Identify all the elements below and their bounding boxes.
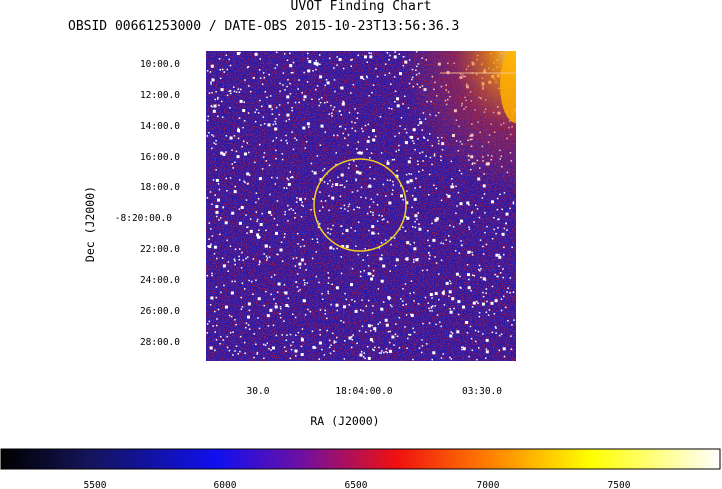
colorbar-tick-4: 7500 [608, 480, 631, 489]
dec-tick-1: 12:00.0 [140, 90, 180, 101]
colorbar: 5500 6000 6500 7000 7500 [0, 448, 721, 489]
ra-tick-labels: 30.0 18:04:00.0 03:30.0 [247, 386, 503, 397]
dec-tick-labels: 10:00.0 12:00.0 14:00.0 16:00.0 18:00.0 … [115, 59, 180, 348]
bright-source-glow [380, 51, 516, 221]
dec-tick-7: 24:00.0 [140, 275, 180, 286]
chart-subtitle: OBSID 00661253000 / DATE-OBS 2015-10-23T… [68, 19, 460, 34]
target-circle [313, 158, 407, 252]
colorbar-tick-3: 7000 [477, 480, 500, 489]
ra-tick-1: 18:04:00.0 [335, 386, 392, 397]
dec-tick-2: 14:00.0 [140, 121, 180, 132]
chart-title: UVOT Finding Chart [290, 0, 432, 14]
image-noise-white [206, 51, 516, 361]
sky-image [206, 51, 516, 361]
ra-axis-label: RA (J2000) [310, 414, 379, 428]
dec-axis-label: Dec (J2000) [83, 186, 97, 262]
colorbar-gradient [0, 448, 721, 470]
dec-tick-9: 28:00.0 [140, 337, 180, 348]
ra-tick-2: 03:30.0 [462, 386, 502, 397]
ra-tick-0: 30.0 [247, 386, 270, 397]
bright-source-edge [500, 51, 516, 123]
dec-tick-6: 22:00.0 [140, 244, 180, 255]
dec-tick-3: 16:00.0 [140, 152, 180, 163]
colorbar-tick-2: 6500 [345, 480, 368, 489]
dec-tick-5: -8:20:00.0 [115, 213, 172, 224]
colorbar-tick-0: 5500 [84, 480, 107, 489]
colorbar-tick-1: 6000 [214, 480, 237, 489]
dec-tick-8: 26:00.0 [140, 306, 180, 317]
dec-tick-4: 18:00.0 [140, 182, 180, 193]
dec-tick-0: 10:00.0 [140, 59, 180, 70]
